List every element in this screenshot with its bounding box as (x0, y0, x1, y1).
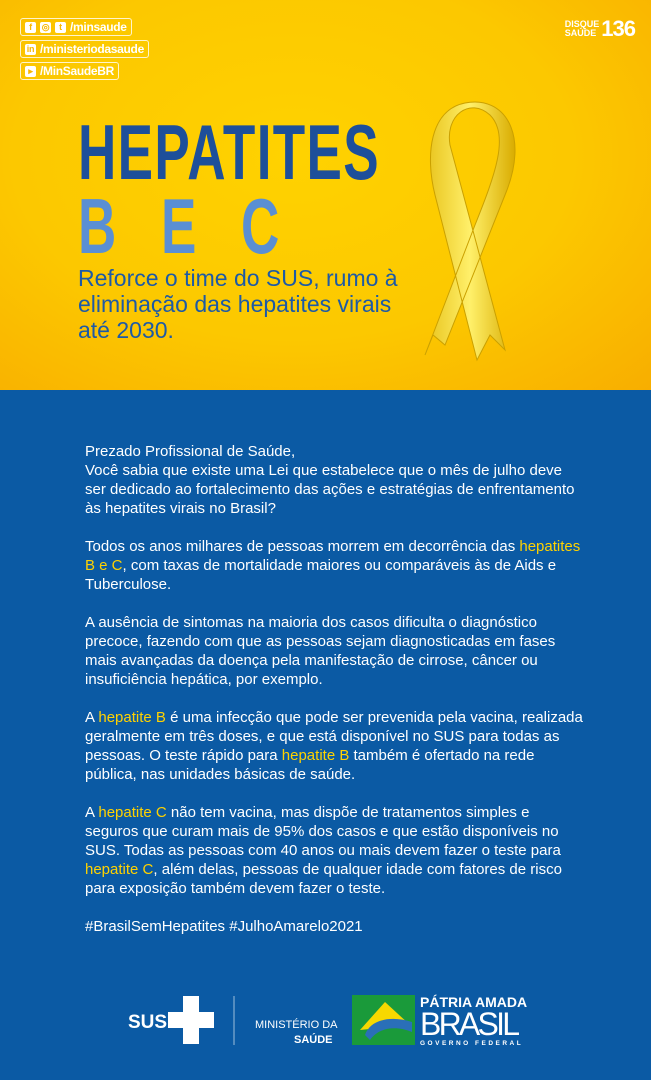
sus-cross-icon (168, 996, 214, 1044)
paragraph-text: Todos os anos milhares de pessoas morrem… (85, 538, 520, 555)
paragraph-text: é uma infecção que pode ser prevenida pe… (85, 709, 583, 764)
paragraph-text: , com taxas de mortalidade maiores ou co… (85, 557, 557, 593)
body-paragraph: A ausência de sintomas na maioria dos ca… (85, 613, 585, 689)
page-title: HEPATITES (78, 108, 381, 196)
paragraph-text: também é ofertado na rede pública, nas u… (85, 747, 535, 783)
body-paragraph: Todos os anos milhares de pessoas morrem… (85, 537, 585, 594)
highlight-text: hepatites B e C (85, 538, 581, 574)
subtitle: Reforce o time do SUS, rumo à eliminação… (78, 265, 398, 343)
facebook-icon: f (25, 21, 36, 33)
paragraph-text: , além delas, pessoas de qualquer idade … (85, 861, 562, 897)
highlight-text: hepatite C (98, 804, 167, 821)
paragraph-text: A (85, 804, 99, 821)
highlight-text: hepatite C (85, 861, 154, 878)
social-handle: /minsaude (70, 20, 127, 34)
social-handle-minsaude[interactable]: f ◎ t /minsaude (20, 18, 132, 36)
yellow-ribbon-icon (424, 101, 516, 362)
body-text: Prezado Profissional de Saúde, Você sabi… (85, 442, 585, 955)
body-paragraph: #BrasilSemHepatites #JulhoAmarelo2021 (85, 917, 585, 936)
highlight-text: hepatite B (98, 709, 166, 726)
disque-label: DISQUE (564, 19, 600, 29)
youtube-icon: ▸ (25, 65, 36, 77)
linkedin-icon: in (25, 43, 36, 55)
social-handle-youtube[interactable]: ▸ /MinSaudeBR (20, 62, 120, 80)
saude-label: SAÚDE (294, 1033, 333, 1046)
social-handle-linkedin[interactable]: in /ministeriodasaude (20, 40, 149, 58)
paragraph-text: #BrasilSemHepatites #JulhoAmarelo2021 (85, 918, 363, 935)
paragraph-text: Prezado Profissional de Saúde, Você sabi… (85, 443, 575, 517)
hero-banner: f ◎ t /minsaude in /ministeriodasaude ▸ … (0, 0, 651, 390)
page-title-bec: B E C (78, 182, 295, 270)
paragraph-text: não tem vacina, mas dispõe de tratamento… (85, 804, 561, 859)
sus-logo: SUS (128, 1012, 167, 1033)
paragraph-text: A ausência de sintomas na maioria dos ca… (85, 614, 556, 688)
disque-number: 136 (601, 16, 636, 41)
disque-saude: DISQUE SAÚDE 136 (564, 16, 636, 42)
social-handle: /MinSaudeBR (40, 64, 115, 78)
footer-logos: SUS MINISTÉRIO DA SAÚDE PÁTRIA AMADA BRA… (128, 994, 527, 1047)
body-paragraph: A hepatite C não tem vacina, mas dispõe … (85, 803, 585, 898)
brasil: BRASIL (420, 1006, 520, 1042)
body-paragraph: A hepatite B é uma infecção que pode ser… (85, 708, 585, 784)
patria-amada: PÁTRIA AMADA (420, 994, 527, 1010)
instagram-icon: ◎ (40, 21, 51, 33)
saude-label: SAÚDE (564, 28, 597, 38)
ministerio-label: MINISTÉRIO DA (255, 1018, 338, 1031)
paragraph-text: A (85, 709, 99, 726)
highlight-text: hepatite B (281, 747, 350, 764)
governo-federal: GOVERNO FEDERAL (420, 1040, 523, 1047)
body-paragraph: Prezado Profissional de Saúde, Você sabi… (85, 442, 585, 518)
twitter-icon: t (55, 21, 66, 33)
social-handle: /ministeriodasaude (40, 42, 144, 56)
